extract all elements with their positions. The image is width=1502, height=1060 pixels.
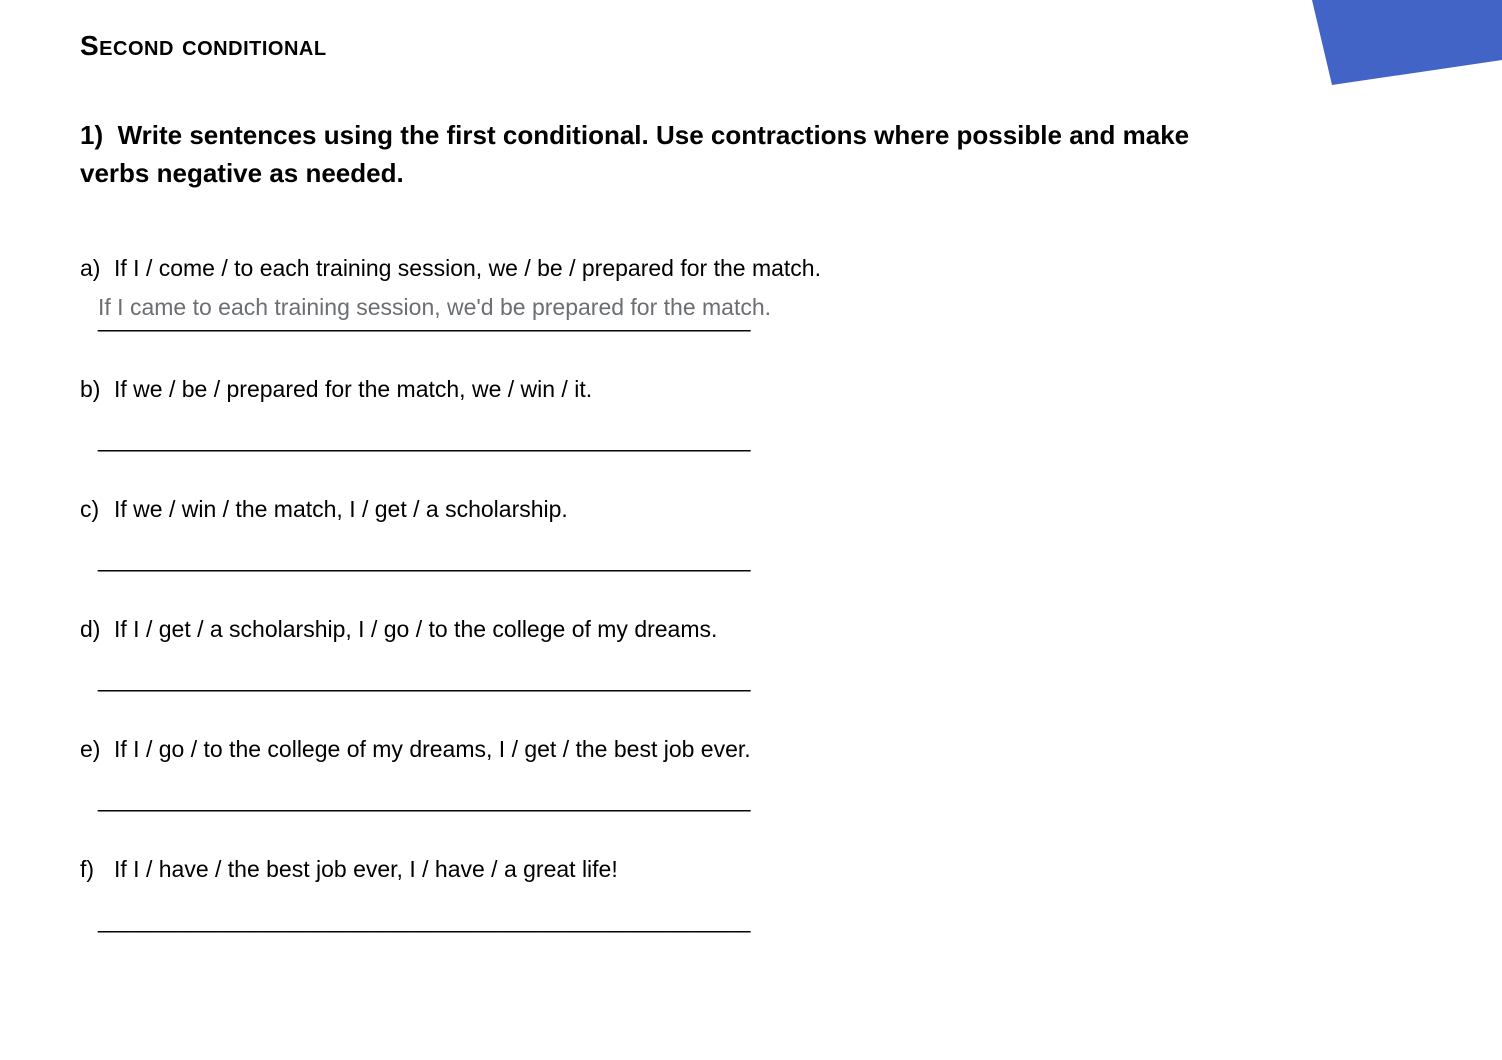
prompt-row: d) If I / get / a scholarship, I / go / … [80, 613, 1422, 645]
answer-row: ________________________________________… [98, 655, 1422, 689]
answer-row: ________________________________________… [98, 775, 1422, 809]
answer-blank-line[interactable]: ________________________________________… [98, 783, 750, 815]
item-prompt: If I / come / to each training session, … [114, 252, 1422, 284]
item-letter: e) [80, 733, 114, 765]
item-letter: f) [80, 853, 114, 885]
worksheet-page: Second conditional 1) Write sentences us… [0, 0, 1502, 1060]
prompt-row: f) If I / have / the best job ever, I / … [80, 853, 1422, 885]
prompt-row: c) If we / win / the match, I / get / a … [80, 493, 1422, 525]
prompt-row: e) If I / go / to the college of my drea… [80, 733, 1422, 765]
item-letter: c) [80, 493, 114, 525]
answer-blank-line[interactable]: ________________________________________… [98, 904, 750, 936]
item-prompt: If I / go / to the college of my dreams,… [114, 733, 1422, 765]
exercise-item: f) If I / have / the best job ever, I / … [80, 853, 1422, 929]
exercise-instructions: 1) Write sentences using the first condi… [80, 117, 1230, 192]
item-letter: a) [80, 252, 114, 284]
exercise-item: c) If we / win / the match, I / get / a … [80, 493, 1422, 569]
exercise-item: b) If we / be / prepared for the match, … [80, 373, 1422, 449]
item-prompt: If we / be / prepared for the match, we … [114, 373, 1422, 405]
exercise-item: a) If I / come / to each training sessio… [80, 252, 1422, 328]
answer-blank-line[interactable]: ________________________________________… [98, 423, 750, 455]
answer-blank-line[interactable]: ________________________________________… [98, 543, 750, 575]
answer-row: ________________________________________… [98, 535, 1422, 569]
exercise-items: a) If I / come / to each training sessio… [80, 252, 1422, 929]
item-prompt: If I / have / the best job ever, I / hav… [114, 853, 1422, 885]
answer-blank-line[interactable]: ________________________________________… [98, 303, 750, 335]
prompt-row: b) If we / be / prepared for the match, … [80, 373, 1422, 405]
exercise-item: d) If I / get / a scholarship, I / go / … [80, 613, 1422, 689]
prompt-row: a) If I / come / to each training sessio… [80, 252, 1422, 284]
item-prompt: If we / win / the match, I / get / a sch… [114, 493, 1422, 525]
answer-row: ________________________________________… [98, 415, 1422, 449]
page-title: Second conditional [80, 30, 1422, 62]
item-letter: b) [80, 373, 114, 405]
item-prompt: If I / get / a scholarship, I / go / to … [114, 613, 1422, 645]
answer-row: If I came to each training session, we'd… [98, 295, 1422, 329]
instruction-text: Write sentences using the first conditio… [80, 120, 1189, 188]
instruction-number: 1) [80, 120, 103, 150]
answer-blank-line[interactable]: ________________________________________… [98, 663, 750, 695]
exercise-item: e) If I / go / to the college of my drea… [80, 733, 1422, 809]
item-letter: d) [80, 613, 114, 645]
answer-row: ________________________________________… [98, 896, 1422, 930]
